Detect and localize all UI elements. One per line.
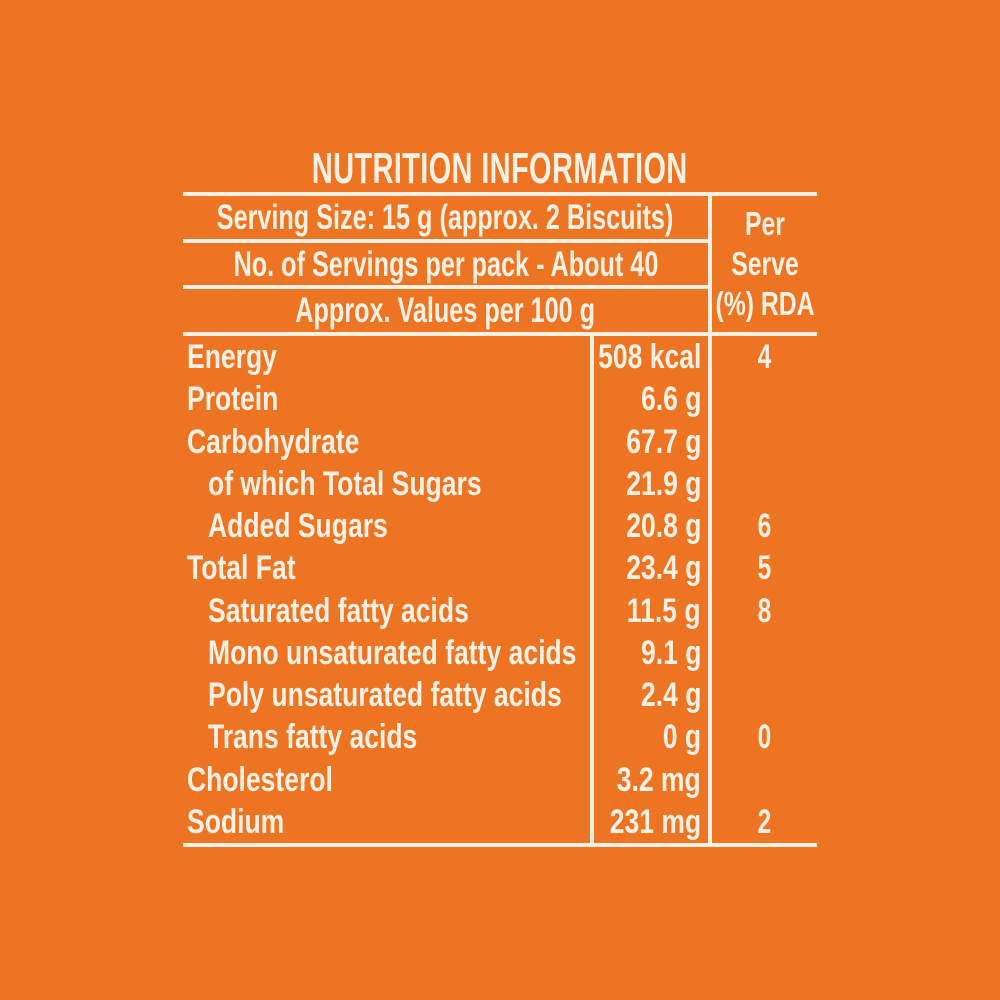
table-row-cholesterol: Cholesterol 3.2 mg — [183, 758, 817, 801]
row-label: Sodium — [187, 802, 285, 841]
row-rda: 8 — [757, 591, 772, 630]
row-label: of which Total Sugars — [208, 464, 482, 503]
row-value: 508 kcal — [597, 338, 701, 377]
nutrition-table: Serving Size: 15 g (approx. 2 Biscuits) … — [183, 192, 817, 847]
row-label: Mono unsaturated fatty acids — [208, 633, 577, 672]
serving-size-text: Serving Size: 15 g (approx. 2 Biscuits) — [217, 197, 674, 237]
row-rda: 2 — [757, 802, 772, 841]
page-title-text: NUTRITION INFORMATION — [312, 144, 688, 193]
row-label: Cholesterol — [187, 760, 333, 799]
table-row-protein: Protein 6.6 g — [183, 378, 817, 421]
table-row-added-sugars: Added Sugars 20.8 g 6 — [183, 505, 817, 548]
row-value: 231 mg — [609, 802, 701, 841]
row-value: 2.4 g — [640, 676, 701, 715]
approx-values-text: Approx. Values per 100 g — [295, 291, 596, 331]
row-rda: 5 — [757, 549, 772, 588]
table-row-energy: Energy 508 kcal 4 — [183, 336, 817, 379]
row-label: Added Sugars — [208, 507, 388, 546]
table-row-saturated-fat: Saturated fatty acids 11.5 g 8 — [183, 589, 817, 632]
row-value: 20.8 g — [625, 507, 701, 546]
table-row-total-fat: Total Fat 23.4 g 5 — [183, 547, 817, 590]
row-value: 67.7 g — [625, 422, 701, 461]
table-body: Energy 508 kcal 4 Protein 6.6 g Carbohyd… — [183, 332, 817, 843]
servings-per-pack-text: No. of Servings per pack - About 40 — [233, 244, 658, 284]
table-row-sodium: Sodium 231 mg 2 — [183, 800, 817, 843]
row-value: 3.2 mg — [616, 760, 701, 799]
table-header-main: Serving Size: 15 g (approx. 2 Biscuits) … — [183, 196, 708, 332]
table-row-mono-unsaturated: Mono unsaturated fatty acids 9.1 g — [183, 631, 817, 674]
row-label: Carbohydrate — [187, 422, 360, 461]
row-value: 0 g — [662, 718, 701, 757]
row-rda: 4 — [757, 338, 772, 377]
row-value: 21.9 g — [625, 464, 701, 503]
row-label: Total Fat — [187, 549, 296, 588]
row-value: 23.4 g — [625, 549, 701, 588]
row-label: Protein — [187, 380, 279, 419]
page-title: NUTRITION INFORMATION — [0, 144, 1000, 194]
row-value: 6.6 g — [640, 380, 701, 419]
row-rda: 6 — [757, 507, 772, 546]
row-rda: 0 — [757, 718, 772, 757]
row-value: 9.1 g — [640, 633, 701, 672]
per-serve-rda-text: Per Serve (%) RDA — [715, 205, 815, 322]
table-row-poly-unsaturated: Poly unsaturated fatty acids 2.4 g — [183, 674, 817, 717]
per-serve-rda-header: Per Serve (%) RDA — [708, 196, 817, 332]
table-row-carbohydrate: Carbohydrate 67.7 g — [183, 420, 817, 463]
row-value: 11.5 g — [627, 591, 701, 630]
approx-values-row: Approx. Values per 100 g — [183, 285, 708, 332]
row-label: Saturated fatty acids — [208, 591, 469, 630]
servings-per-pack-row: No. of Servings per pack - About 40 — [183, 238, 708, 286]
row-label: Energy — [187, 338, 277, 377]
table-row-trans-fat: Trans fatty acids 0 g 0 — [183, 716, 817, 759]
table-row-total-sugars: of which Total Sugars 21.9 g — [183, 462, 817, 505]
serving-size-row: Serving Size: 15 g (approx. 2 Biscuits) — [183, 196, 708, 239]
row-label: Trans fatty acids — [208, 718, 418, 757]
row-label: Poly unsaturated fatty acids — [208, 676, 562, 715]
table-header: Serving Size: 15 g (approx. 2 Biscuits) … — [183, 196, 817, 332]
